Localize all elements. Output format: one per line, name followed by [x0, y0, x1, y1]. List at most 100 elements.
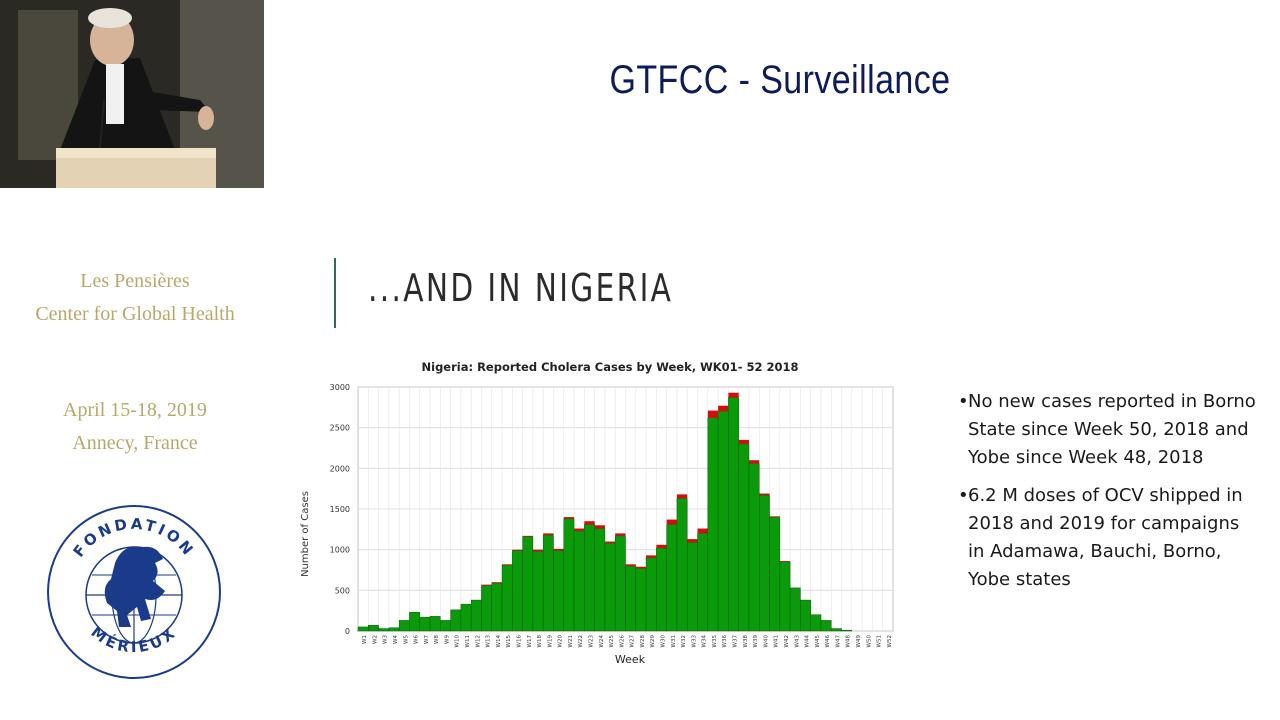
bullet-item: No new cases reported in Borno State sin…: [958, 388, 1258, 472]
bar-segment-red: [646, 555, 657, 558]
x-tick-label: W34: [702, 635, 708, 648]
bar-segment-red: [553, 548, 564, 551]
bar: [728, 397, 739, 632]
x-tick-label: W45: [815, 635, 821, 648]
bar: [810, 614, 822, 632]
event-location: Annecy, France: [72, 432, 198, 454]
bar-segment-red: [563, 517, 575, 519]
bar: [779, 561, 791, 632]
section-heading: ...AND IN NIGERIA: [368, 266, 674, 310]
chart-title: Nigeria: Reported Cholera Cases by Week,…: [422, 360, 799, 374]
bar: [501, 564, 513, 632]
presenter-video: [0, 0, 264, 188]
x-tick-label: W11: [465, 635, 471, 647]
bar: [409, 612, 420, 632]
y-axis-label: Number of Cases: [300, 491, 311, 577]
bar: [769, 516, 781, 632]
org-name: Les Pensières Center for Global Health: [0, 265, 270, 331]
x-tick-label: W40: [763, 635, 769, 648]
bar-segment-red: [759, 493, 770, 496]
bar-segment-red: [594, 525, 605, 529]
bar: [841, 629, 853, 632]
bar: [738, 443, 750, 632]
bar: [666, 524, 678, 632]
x-tick-label: W50: [866, 635, 872, 648]
bar: [553, 550, 565, 632]
bar-segment-red: [522, 535, 533, 537]
bar: [512, 550, 523, 632]
x-tick-label: W22: [578, 635, 584, 647]
x-tick-label: W24: [599, 635, 605, 648]
bar-segment-red: [738, 439, 749, 444]
bar-segment-red: [666, 519, 677, 525]
x-tick-label: W51: [877, 635, 883, 647]
x-tick-label: W48: [846, 635, 852, 648]
bar: [429, 616, 441, 632]
x-tick-label: W25: [609, 635, 615, 648]
x-tick-label: W52: [887, 635, 893, 647]
bar-segment-red: [718, 405, 729, 412]
x-tick-label: W20: [558, 635, 564, 648]
cholera-chart: Nigeria: Reported Cholera Cases by Week,…: [290, 352, 910, 670]
x-tick-label: W2: [372, 635, 378, 644]
x-tick-label: W30: [661, 635, 667, 648]
x-tick-label: W28: [640, 635, 646, 648]
bar: [398, 620, 410, 632]
bullet-list: No new cases reported in Borno State sin…: [958, 388, 1258, 604]
fondation-merieux-logo: FONDATION MÉRIEUX: [47, 505, 221, 679]
bar-segment-red: [615, 533, 626, 536]
bar-segment-red: [676, 494, 688, 499]
bar: [378, 628, 390, 632]
x-tick-label: W32: [681, 635, 687, 647]
bar-segment-red: [574, 528, 585, 531]
x-axis-label: Week: [615, 653, 646, 666]
bar-segment-red: [779, 561, 791, 562]
bar: [820, 620, 832, 632]
x-tick-label: W16: [516, 635, 522, 648]
bar: [470, 599, 482, 632]
x-tick-label: W3: [383, 634, 389, 643]
bullet-item: 6.2 M doses of OCV shipped in 2018 and 2…: [958, 482, 1258, 594]
x-tick-label: W47: [835, 635, 841, 648]
x-tick-label: W42: [784, 635, 790, 647]
bar: [635, 568, 647, 632]
bar: [831, 628, 842, 632]
bar: [707, 417, 719, 632]
x-tick-label: W46: [825, 635, 831, 648]
bar: [357, 626, 369, 632]
x-tick-label: W7: [424, 634, 430, 643]
bar: [614, 535, 626, 632]
bar-segment-red: [728, 392, 739, 398]
bar: [491, 582, 503, 632]
heading-divider: [334, 258, 336, 328]
x-tick-label: W31: [671, 635, 677, 647]
bar: [481, 585, 492, 632]
bar: [604, 542, 616, 632]
bar: [563, 518, 575, 632]
bar: [656, 547, 667, 632]
x-tick-label: W36: [722, 635, 728, 648]
x-tick-label: W14: [496, 635, 502, 648]
event-dates: April 15-18, 2019: [63, 399, 207, 421]
bar-segment-red: [532, 549, 544, 552]
bar: [789, 587, 801, 632]
bar: [686, 542, 698, 632]
presenter-photo: [0, 0, 264, 188]
bar: [573, 530, 585, 632]
x-tick-label: W41: [774, 635, 780, 647]
y-tick-label: 2000: [330, 464, 350, 473]
bar: [450, 609, 462, 632]
y-tick-label: 1000: [330, 546, 350, 555]
x-tick-label: W4: [393, 634, 399, 643]
bar: [594, 528, 606, 632]
bar-segment-red: [769, 516, 780, 518]
org-name-line1: Les Pensières: [80, 270, 190, 292]
x-tick-label: W33: [691, 635, 697, 648]
bar-segment-red: [625, 564, 636, 566]
bar-segment-red: [635, 566, 647, 569]
bar-segment-red: [697, 528, 708, 534]
x-tick-label: W38: [743, 635, 749, 648]
bar-segment-red: [502, 564, 513, 566]
bar: [388, 627, 400, 632]
x-tick-label: W8: [434, 634, 440, 643]
